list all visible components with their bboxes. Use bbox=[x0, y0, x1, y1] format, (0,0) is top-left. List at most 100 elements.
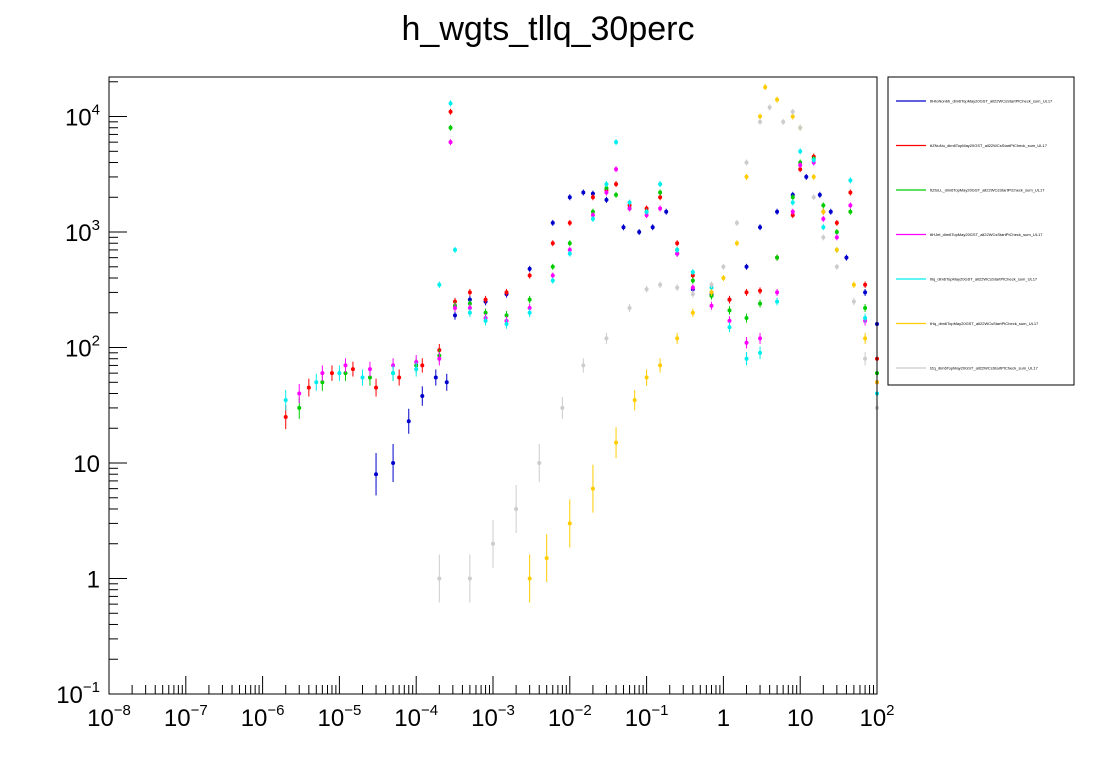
data-point bbox=[627, 305, 632, 310]
data-point bbox=[744, 290, 749, 295]
data-point bbox=[644, 209, 649, 214]
data-point bbox=[758, 114, 763, 119]
data-point bbox=[758, 119, 763, 124]
data-point bbox=[804, 174, 809, 179]
y-tick-label: 10−1 bbox=[56, 679, 100, 709]
data-point bbox=[758, 301, 763, 306]
data-point bbox=[448, 125, 453, 130]
y-tick-label: 1 bbox=[87, 567, 100, 594]
data-point bbox=[690, 270, 695, 275]
x-tick-label: 10−6 bbox=[241, 702, 285, 732]
data-point bbox=[604, 336, 609, 341]
data-point bbox=[734, 241, 739, 246]
data-point bbox=[727, 318, 732, 323]
data-point bbox=[306, 385, 311, 390]
x-tick-label: 10−1 bbox=[625, 702, 669, 732]
data-point bbox=[374, 385, 379, 390]
data-point bbox=[337, 371, 342, 376]
data-point bbox=[437, 282, 442, 287]
x-tick-label: 10−4 bbox=[394, 702, 438, 732]
data-point bbox=[581, 190, 586, 195]
data-point bbox=[848, 178, 853, 183]
data-point bbox=[614, 440, 619, 445]
legend-label: ttZNuNu_dim6TopMay20GST_all22WCsStartPtC… bbox=[930, 143, 1048, 148]
data-point bbox=[851, 299, 856, 304]
data-point bbox=[467, 305, 472, 310]
data-point bbox=[343, 371, 348, 376]
data-point bbox=[397, 375, 402, 380]
legend: ttHtoNonbb_dim6TopMay20GST_all22WCsStart… bbox=[887, 76, 1075, 386]
plot-frame bbox=[108, 76, 878, 695]
legend-label: tZq_dim6TopMay20GST_all22WCsStartPtCheck… bbox=[930, 366, 1039, 371]
data-point bbox=[834, 264, 839, 269]
data-point bbox=[758, 225, 763, 230]
legend-entry: ttHJet_dim6TopMay20GST_all22WCsStartPtCh… bbox=[896, 232, 1043, 237]
data-point bbox=[637, 230, 642, 235]
data-point bbox=[690, 310, 695, 315]
data-point bbox=[798, 167, 803, 172]
data-point bbox=[834, 230, 839, 235]
series-2 bbox=[283, 108, 879, 430]
data-point bbox=[781, 119, 786, 124]
legend-label: tllq_dim6TopMay20GST_all22WCsStartPtChec… bbox=[930, 277, 1038, 282]
data-point bbox=[467, 297, 472, 302]
data-point bbox=[690, 278, 695, 283]
data-point bbox=[467, 310, 472, 315]
data-point bbox=[675, 241, 680, 246]
data-point bbox=[834, 235, 839, 240]
data-point bbox=[452, 299, 457, 304]
data-point bbox=[483, 310, 488, 315]
data-point bbox=[283, 398, 288, 403]
data-point bbox=[744, 316, 749, 321]
data-point bbox=[675, 247, 680, 252]
x-tick-label: 102 bbox=[859, 702, 894, 732]
data-point bbox=[444, 380, 449, 385]
data-point bbox=[343, 363, 348, 368]
data-point bbox=[758, 288, 763, 293]
data-point bbox=[644, 375, 649, 380]
data-point bbox=[727, 308, 732, 313]
data-point bbox=[504, 290, 509, 295]
legend-entry: tHq_dim6TopMay20GST_all22WCsStartPtCheck… bbox=[896, 321, 1039, 326]
data-point bbox=[811, 195, 816, 200]
data-point bbox=[467, 290, 472, 295]
data-point bbox=[709, 303, 714, 308]
data-point bbox=[721, 264, 726, 269]
data-point bbox=[758, 350, 763, 355]
data-point bbox=[798, 163, 803, 168]
data-point bbox=[727, 297, 732, 302]
data-point bbox=[744, 174, 749, 179]
data-point bbox=[360, 375, 365, 380]
data-point bbox=[590, 191, 595, 196]
data-point bbox=[437, 576, 442, 581]
series-3 bbox=[297, 124, 879, 419]
legend-entry: ttHtoNonbb_dim6TopMay20GST_all22WCsStart… bbox=[896, 99, 1053, 104]
data-point bbox=[775, 255, 780, 260]
data-point bbox=[848, 190, 853, 195]
axes: 10−8 10−7 10−6 10−5 10−4 10−3 10−2 10−1 1 10 102 10… bbox=[56, 81, 895, 732]
data-point bbox=[790, 114, 795, 119]
data-point bbox=[790, 213, 795, 218]
series-6 bbox=[527, 84, 879, 603]
data-point bbox=[527, 310, 532, 315]
data-point bbox=[604, 186, 609, 191]
data-point bbox=[821, 235, 826, 240]
data-point bbox=[675, 336, 680, 341]
data-point bbox=[437, 356, 442, 361]
data-point bbox=[790, 109, 795, 114]
data-point bbox=[744, 340, 749, 345]
data-point bbox=[544, 556, 549, 561]
legend-box bbox=[887, 76, 1075, 386]
series-7 bbox=[437, 104, 879, 603]
data-point bbox=[452, 247, 457, 252]
data-point bbox=[709, 290, 714, 295]
data-point bbox=[775, 299, 780, 304]
data-point bbox=[621, 225, 626, 230]
data-point bbox=[848, 203, 853, 208]
legend-label: ttHtoNonbb_dim6TopMay20GST_all22WCsStart… bbox=[930, 99, 1053, 104]
legend-label: ttZtoLL_dim6TopMay20GST_all22WCsStartPtC… bbox=[930, 188, 1045, 193]
data-point bbox=[590, 195, 595, 200]
data-point bbox=[664, 209, 669, 214]
data-point bbox=[452, 305, 457, 310]
